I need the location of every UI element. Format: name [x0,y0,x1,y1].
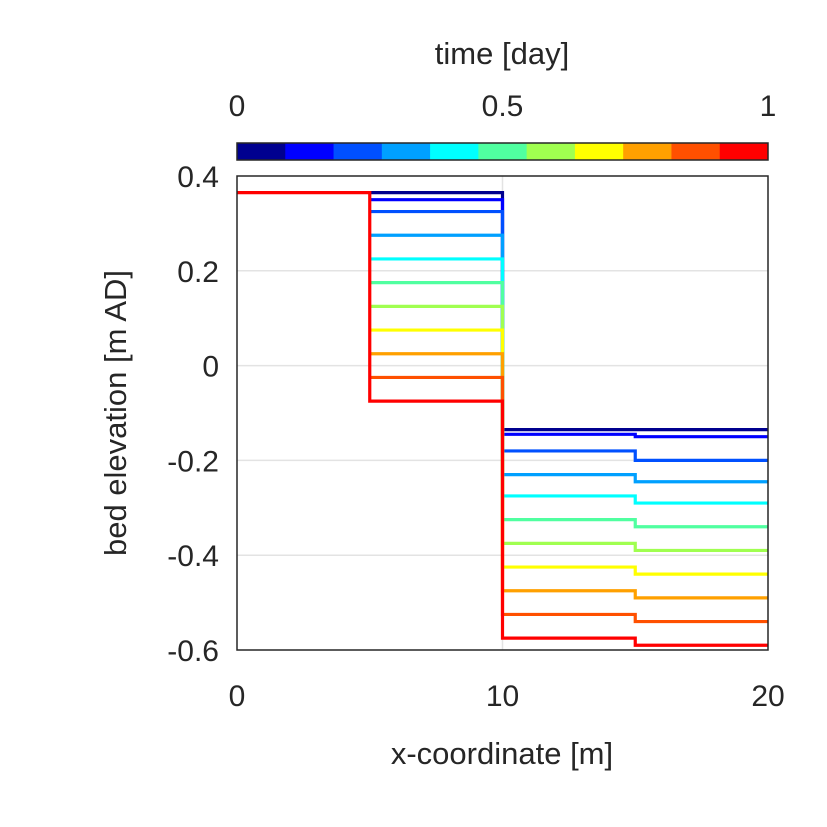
colorbar-swatch-0 [237,143,286,160]
series-line-7 [369,328,768,576]
series-line-10 [237,190,768,647]
y-tick-label-2: 0 [202,351,219,384]
series-group [237,190,768,647]
y-tick-label-3: -0.2 [167,445,219,478]
x-tick-label-1: 10 [486,680,519,713]
series-line-5 [369,281,768,529]
colorbar-swatch-8 [623,143,672,160]
y-tick-label-5: -0.6 [167,635,219,668]
colorbar-swatch-1 [285,143,335,160]
y-tick-label-0: 0.4 [177,161,219,194]
colorbar-tick-labels: 0 0.5 1 [229,90,777,123]
y-tick-label-1: 0.2 [177,256,219,289]
plot-axes: 0 10 20 0.4 0.2 0 -0.2 -0.4 -0.6 x-coordinate [… [98,161,785,771]
colorbar-swatch-7 [574,143,624,160]
series-line-3 [369,233,768,484]
x-tick-label-2: 20 [751,680,784,713]
series-line-1 [369,198,768,439]
colorbar-tick-label-1: 0.5 [482,90,524,123]
series-line-0 [369,190,768,432]
colorbar-swatch-4 [430,143,479,160]
colorbar-label: time [day] [435,36,569,71]
colorbar-tick-label-2: 1 [760,90,777,123]
series-line-6 [369,304,768,553]
colorbar-swatches [237,143,769,160]
x-tick-labels: 0 10 20 [229,680,785,713]
colorbar-tick-label-0: 0 [229,90,246,123]
series-line-2 [369,209,768,462]
colorbar-swatch-9 [671,143,721,160]
colorbar-swatch-2 [333,143,383,160]
colorbar-swatch-10 [719,143,769,160]
y-axis-label: bed elevation [m AD] [98,270,133,556]
colorbar: time [day] 0 0.5 1 [229,36,777,161]
colorbar-frame [236,142,769,161]
series-line-4 [369,257,768,505]
series-line-9 [369,375,768,624]
plot-frame [236,175,769,651]
y-tick-label-4: -0.4 [167,540,219,573]
x-tick-label-0: 0 [229,680,246,713]
colorbar-swatch-3 [381,143,431,160]
series-line-8 [369,352,768,600]
x-axis-label: x-coordinate [m] [391,736,613,771]
colorbar-swatch-5 [478,143,528,160]
colorbar-swatch-6 [526,143,576,160]
y-tick-labels: 0.4 0.2 0 -0.2 -0.4 -0.6 [167,161,219,668]
